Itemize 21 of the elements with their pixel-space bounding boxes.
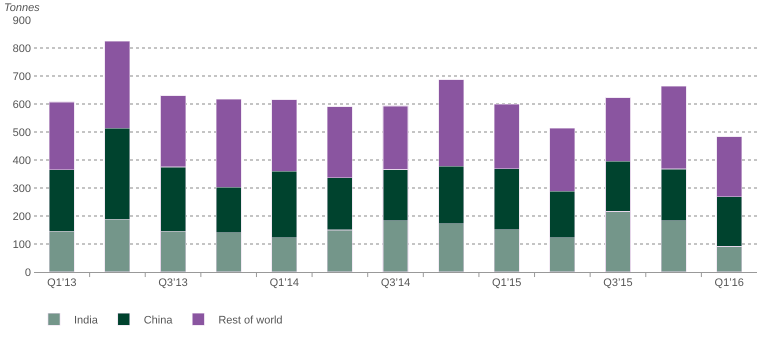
y-tick-label: 100: [12, 238, 31, 251]
y-tick-label: 300: [12, 182, 31, 195]
y-axis-title: Tonnes: [4, 2, 40, 14]
y-tick-label: 700: [12, 70, 31, 83]
y-tick-label: 200: [12, 210, 31, 223]
legend-label: China: [144, 314, 174, 327]
y-tick-label: 500: [12, 126, 31, 139]
x-tick-label: Q1’15: [492, 277, 522, 290]
y-tick-label: 0: [24, 266, 31, 279]
x-tick-label: Q3’15: [603, 277, 633, 290]
y-tick-label: 800: [12, 42, 31, 55]
x-tick-label: Q1’14: [270, 277, 299, 290]
x-tick-label: Q3’14: [380, 277, 410, 290]
y-tick-label: 400: [12, 154, 31, 167]
x-tick-label: Q3’13: [158, 277, 188, 290]
legend-label: India: [74, 314, 99, 327]
y-tick-label: 600: [12, 98, 31, 111]
legend-label: Rest of world: [218, 314, 283, 327]
y-tick-label: 900: [12, 14, 31, 27]
x-tick-label: Q1’13: [47, 277, 76, 290]
x-tick-label: Q1’16: [714, 277, 744, 290]
